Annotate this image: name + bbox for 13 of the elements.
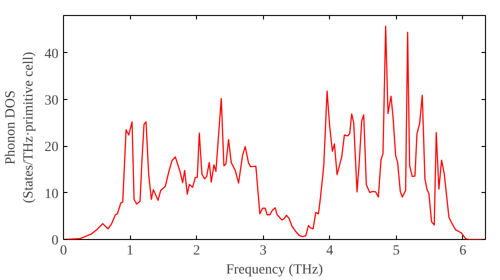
x-tick-label: 5 — [392, 244, 400, 258]
x-tick-label: 4 — [326, 244, 334, 258]
y-tick-label: 10 — [44, 186, 58, 202]
x-tick-label: 2 — [193, 244, 200, 258]
x-tick-label: 1 — [126, 244, 134, 258]
y-tick-label: 40 — [44, 46, 58, 62]
y-axis-title: Phonon DOS (States/THz·primitive cell) — [4, 52, 36, 204]
y-tick-label: 20 — [44, 140, 58, 156]
y-tick-label: 30 — [44, 94, 58, 108]
y-tick-label: 0 — [52, 234, 58, 248]
x-tick-label: 3 — [260, 244, 267, 258]
x-tick-label: 6 — [459, 244, 466, 258]
x-axis-title: Frequency (THz) — [226, 262, 324, 278]
